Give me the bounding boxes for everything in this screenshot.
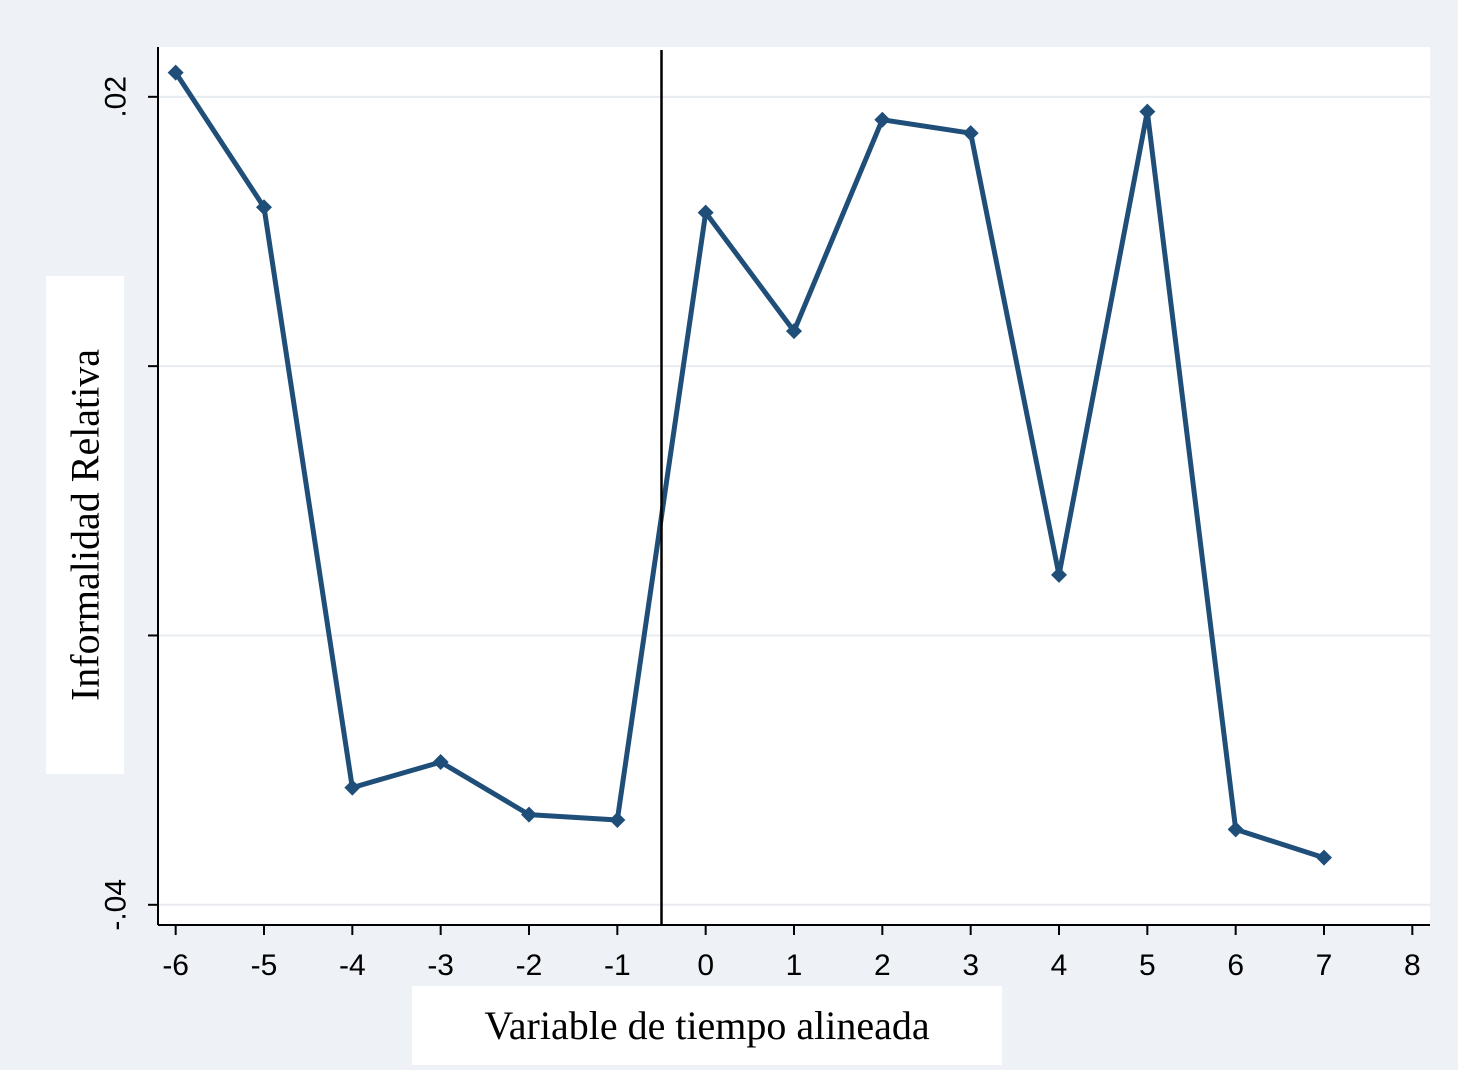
x-tick-label: -6	[162, 949, 189, 982]
axes: .02 -.04 -6 -5 -4 -3 -2 -1 0 1 2 3 4 5 6 7 8	[100, 47, 1430, 982]
x-axis-label: Variable de tiempo alineada	[484, 1003, 930, 1048]
y-tick-label: .02	[100, 76, 133, 118]
x-tick-label: 6	[1227, 949, 1244, 982]
data-point	[521, 806, 537, 823]
data-point	[962, 125, 979, 142]
data-point	[432, 754, 449, 771]
x-tick-label: 0	[697, 949, 714, 982]
x-tick-label: 5	[1139, 949, 1156, 982]
data-point	[256, 199, 272, 216]
x-tick-label: -1	[604, 949, 631, 982]
data-point	[1051, 566, 1067, 583]
data-point	[1139, 103, 1156, 120]
data-point	[167, 64, 184, 81]
series-line	[173, 71, 1325, 861]
x-tick-label: -2	[516, 949, 543, 982]
grid	[158, 95, 1430, 906]
x-tick-label: 7	[1316, 949, 1333, 982]
x-tick-label: 1	[786, 949, 803, 982]
data-point	[697, 204, 714, 221]
data-point	[786, 323, 802, 340]
x-tick-label: 2	[874, 949, 891, 982]
y-axis-label-box	[46, 276, 124, 774]
x-tick-label: 3	[962, 949, 979, 982]
data-point	[344, 779, 361, 796]
data-point	[874, 111, 891, 128]
x-tick-label: 4	[1051, 949, 1068, 982]
data-point	[1316, 849, 1332, 866]
data-point	[609, 811, 626, 828]
x-tick-label: 8	[1404, 949, 1421, 982]
y-axis-label: Informalidad Relativa	[62, 348, 108, 702]
y-tick-label: -.04	[100, 879, 133, 931]
data-point	[1227, 821, 1244, 838]
series-layer	[167, 64, 1332, 866]
x-tick-label: -4	[339, 949, 366, 982]
x-axis-label-box: Variable de tiempo alineada	[412, 986, 1002, 1065]
plot-background	[158, 47, 1430, 925]
x-tick-label: -5	[251, 949, 278, 982]
x-tick-label: -3	[427, 949, 454, 982]
